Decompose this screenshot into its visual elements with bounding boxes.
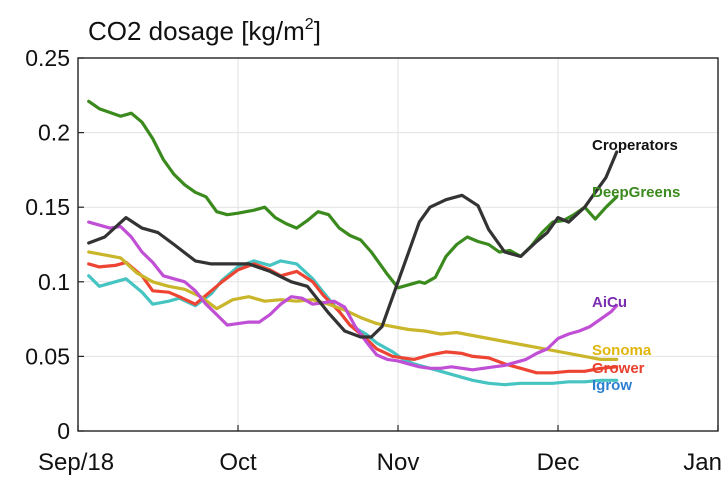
x-tick-label: Oct <box>219 449 257 476</box>
chart-title: CO2 dosage [kg/m2] <box>88 16 321 46</box>
series-label-deepgreens: DeepGreens <box>592 184 680 201</box>
y-tick-label: 0.15 <box>25 194 70 220</box>
series-label-igrow: Igrow <box>592 377 632 394</box>
x-axis-ticks: Sep/18 Oct Nov Dec Jan <box>38 425 722 476</box>
series-line-sonoma <box>87 250 619 361</box>
y-tick-label: 0.05 <box>25 343 70 369</box>
series-lines <box>87 99 619 387</box>
series-label-aicu: AiCu <box>592 294 627 311</box>
y-axis-ticks: 0 0.05 0.1 0.15 0.2 0.25 <box>25 45 84 444</box>
x-tick-label: Dec <box>537 449 580 476</box>
series-label-grower: Grower <box>592 360 645 377</box>
x-tick-label: Nov <box>377 449 420 476</box>
series-line-croperators <box>87 150 619 339</box>
y-tick-label: 0.2 <box>38 120 70 146</box>
series-line-grower <box>87 260 619 375</box>
series-labels: Croperators DeepGreens AiCu SonomaGrowerIgr… <box>592 137 680 394</box>
y-tick-label: 0 <box>57 418 70 444</box>
series-line-aicu <box>87 220 619 372</box>
x-tick-label: Sep/18 <box>38 449 114 476</box>
y-tick-label: 0.1 <box>38 269 70 295</box>
x-tick-label: Jan <box>683 449 722 476</box>
series-label-sonoma: Sonoma <box>592 342 652 359</box>
y-tick-label: 0.25 <box>25 45 70 71</box>
series-line-deepgreens <box>87 99 619 290</box>
series-label-croperators: Croperators <box>592 137 678 154</box>
